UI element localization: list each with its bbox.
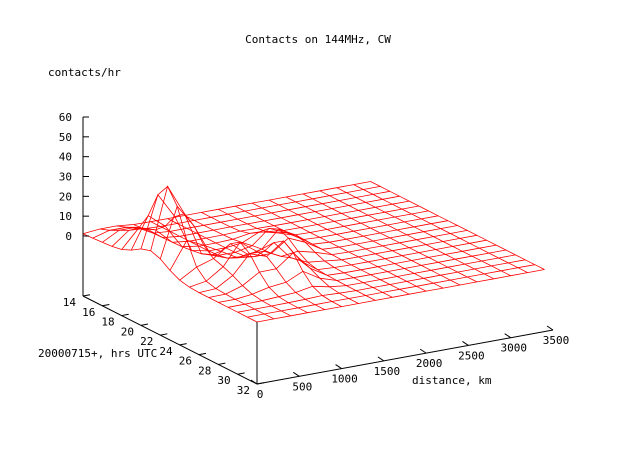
mesh-line-time bbox=[237, 259, 526, 313]
y-tick-label: 30 bbox=[217, 374, 230, 387]
x-tick-mark bbox=[462, 341, 469, 346]
y-tick-label: 26 bbox=[179, 355, 192, 368]
mesh-line-time bbox=[218, 249, 506, 303]
mesh-line-time bbox=[169, 225, 458, 271]
mesh-line-time bbox=[198, 239, 487, 293]
y-tick-label: 20 bbox=[121, 325, 134, 338]
mesh-line-distance bbox=[150, 221, 325, 310]
x-tick-mark bbox=[293, 371, 300, 377]
x-tick-label: 0 bbox=[257, 388, 264, 401]
mesh-line-time bbox=[227, 254, 516, 308]
y-tick-label: 16 bbox=[82, 306, 95, 319]
x-tick-mark bbox=[250, 379, 258, 385]
x-tick-mark bbox=[377, 356, 385, 362]
y-tick-mark bbox=[82, 294, 91, 297]
y-tick-mark bbox=[160, 333, 168, 336]
mesh-line-distance bbox=[285, 196, 461, 286]
z-tick-label: 60 bbox=[59, 111, 72, 124]
x-tick-label: 2000 bbox=[416, 357, 443, 370]
tick-labels: 0 10 20 30 40 50 60 14 16 18 20 22 24 26 28 30 32 0 500 100… bbox=[59, 111, 570, 401]
mesh-line-time bbox=[121, 200, 410, 250]
y-tick-mark bbox=[102, 303, 110, 307]
x-tick-label: 1500 bbox=[374, 365, 401, 378]
y-tick-mark bbox=[179, 343, 187, 346]
mesh-line-distance bbox=[184, 215, 359, 304]
y-tick-label: 24 bbox=[159, 345, 173, 358]
y-tick-label: 22 bbox=[140, 335, 153, 348]
x-tick-label: 2500 bbox=[458, 349, 485, 362]
y-tick-mark bbox=[218, 362, 226, 365]
y-tick-label: 32 bbox=[237, 384, 250, 397]
z-tick-label: 10 bbox=[59, 210, 72, 223]
y-tick-label: 18 bbox=[101, 316, 114, 329]
x-tick-label: 1000 bbox=[331, 373, 358, 386]
y-tick-label: 28 bbox=[198, 364, 211, 377]
z-tick-label: 0 bbox=[65, 230, 72, 243]
y-tick-mark bbox=[198, 352, 207, 356]
mesh-line-distance bbox=[251, 202, 427, 292]
mesh-line-distance bbox=[336, 187, 511, 277]
x-tick-label: 3000 bbox=[500, 342, 527, 355]
y-tick-mark bbox=[140, 323, 149, 326]
y-tick-mark bbox=[256, 382, 265, 385]
mesh-line-time bbox=[82, 181, 371, 235]
mesh-line-time bbox=[130, 205, 419, 251]
x-axis-line bbox=[256, 329, 554, 385]
y-tick-label: 14 bbox=[63, 296, 77, 309]
y-axis-label: 20000715+, hrs UTC bbox=[38, 347, 157, 360]
z-axis-label: contacts/hr bbox=[48, 66, 121, 79]
x-tick-label: 3500 bbox=[543, 334, 570, 347]
y-tick-mark bbox=[237, 372, 245, 375]
mesh-line-distance bbox=[99, 185, 275, 320]
mesh-line-distance bbox=[235, 205, 410, 295]
mesh-line-time bbox=[247, 264, 535, 318]
z-tick-label: 20 bbox=[59, 190, 72, 203]
mesh-line-distance bbox=[319, 190, 494, 280]
mesh-line-distance bbox=[82, 233, 258, 323]
x-tick-label: 500 bbox=[292, 380, 312, 393]
surface-mesh bbox=[82, 181, 545, 323]
x-tick-mark bbox=[335, 364, 342, 369]
axes bbox=[82, 116, 554, 385]
mesh-line-distance bbox=[116, 213, 291, 317]
mesh-line-distance bbox=[268, 199, 444, 289]
x-tick-mark bbox=[546, 325, 554, 331]
chart-title: Contacts on 144MHz, CW bbox=[245, 33, 391, 46]
x-tick-mark bbox=[504, 333, 511, 339]
mesh-line-distance bbox=[353, 184, 528, 273]
z-tick-label: 40 bbox=[59, 151, 72, 164]
mesh-line-time bbox=[92, 186, 381, 239]
mesh-line-distance bbox=[167, 218, 342, 307]
mesh-line-time bbox=[256, 269, 545, 323]
mesh-line-distance bbox=[201, 212, 376, 301]
mesh-line-distance bbox=[370, 181, 545, 270]
y-axis-line bbox=[82, 295, 258, 385]
x-axis-label: distance, km bbox=[412, 374, 492, 387]
x-tick-mark bbox=[419, 348, 427, 354]
mesh-line-distance bbox=[218, 208, 393, 298]
mesh-line-time bbox=[208, 244, 497, 298]
y-tick-mark bbox=[121, 313, 129, 317]
mesh-line-time bbox=[189, 234, 477, 288]
z-tick-label: 30 bbox=[59, 171, 72, 184]
mesh-line-distance bbox=[133, 224, 308, 314]
z-tick-label: 50 bbox=[59, 131, 72, 144]
mesh-line-distance bbox=[302, 193, 478, 283]
